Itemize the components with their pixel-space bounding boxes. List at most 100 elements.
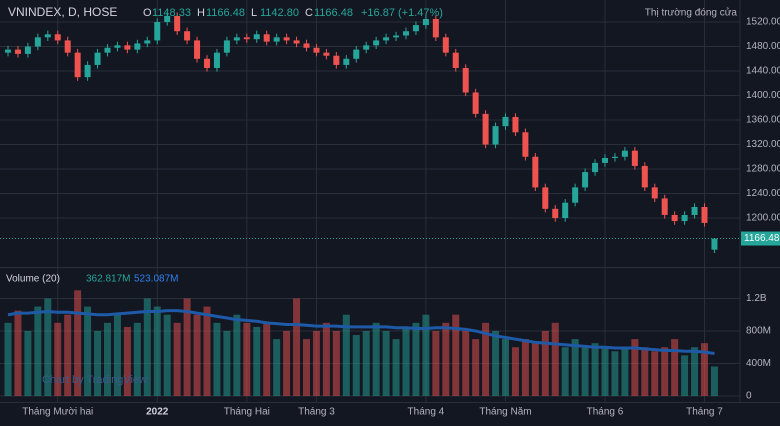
volume-bar [482,322,490,396]
last-price-label: 1166.48 [744,233,780,244]
volume-bar [253,326,261,396]
candle-body [293,40,300,44]
candle-body [611,156,618,158]
candle-body [383,37,390,41]
candle-body [512,116,519,133]
volume-bar [203,306,211,396]
volume-bar [492,330,500,396]
volume-bar [511,347,519,396]
x-tick-label: 2022 [146,407,169,418]
volume-bar [273,339,281,396]
x-tick-label: Tháng 3 [298,407,335,418]
candle-body [432,18,439,38]
candle-body [273,37,280,42]
candle-body [323,52,330,56]
volume-bar [14,310,22,396]
x-tick-label: Tháng Mười hai [22,407,93,418]
volume-bar [382,330,390,396]
y-tick-label: 1280.00 [746,164,780,175]
y-tick-label: 1360.00 [746,115,780,126]
ohlc-key: H [197,7,205,19]
candle-body [204,58,210,68]
candle-body [5,49,11,53]
candle-body [532,156,539,188]
candle-body [363,45,370,50]
y-tick-label: 1440.00 [746,66,780,77]
candle-body [64,40,71,53]
candle-body [661,198,668,215]
volume-bar [183,298,191,396]
volume-bar [94,330,102,396]
candle-body [343,58,350,65]
y-tick-label: 1400.00 [746,90,780,101]
y-tick-label: 1320.00 [746,139,780,150]
volume-bar [681,355,689,396]
last-price-badge [741,231,780,246]
candle-body [482,113,489,145]
candle-body [154,22,161,41]
volume-bar [74,290,82,396]
volume-bar [581,347,589,396]
volume-bar [233,314,241,396]
volume-bar [34,306,42,396]
candle-body [24,46,31,54]
volume-bar [293,298,301,396]
candle-body [562,202,569,219]
volume-bar [352,335,360,396]
candle-body [114,45,121,48]
volume-bar [113,314,121,396]
candle-body [373,40,380,46]
volume-bar [521,339,529,396]
x-tick-label: Tháng 7 [686,407,723,418]
volume-bar [303,339,310,396]
volume-bar [551,322,559,396]
price-change: +16.87 (+1.47%) [361,7,443,19]
volume-bar [263,322,271,396]
x-tick-label: Tháng 6 [587,407,624,418]
x-tick-label: Tháng Hai [224,407,270,418]
volume-bar [591,343,599,396]
candle-body [253,34,260,40]
candle-body [164,15,171,23]
candle-body [313,47,320,53]
volume-bar [452,314,460,396]
candle-body [452,52,459,68]
volume-bar [691,347,699,396]
volume-bar [44,298,52,396]
volume-bar [163,314,171,396]
volume-bar [710,366,718,396]
candle-body [393,35,400,38]
volume-bar [392,339,400,396]
volume-bar [173,322,181,396]
candle-body [711,238,718,250]
candle-body [94,52,101,65]
candle-body [681,214,688,222]
x-tick-label: Tháng 4 [408,407,445,418]
volume-bar [561,347,569,396]
volume-bar [153,306,161,396]
volume-bar [312,330,320,396]
volume-tick-label: 800M [746,326,771,337]
volume-bar [502,339,509,396]
candle-body [74,52,81,78]
candle-body [671,214,678,222]
x-tick-label: Tháng Năm [479,407,531,418]
ohlc-key: O [143,7,152,19]
candle-body [303,43,310,48]
candle-body [144,40,151,44]
volume-bar [462,330,470,396]
volume-bar [541,330,549,396]
volume-bar [701,343,708,396]
candle-body [602,157,608,163]
y-tick-label: 1200.00 [746,213,780,224]
volume-legend-value: 523.087M [134,274,178,285]
candle-body [572,187,579,203]
candle-body [412,25,419,32]
volume-tick-label: 400M [746,358,771,369]
ohlc-key: L [251,7,257,19]
volume-bar [24,330,32,396]
volume-bar [372,322,380,396]
candle-body [44,34,51,38]
candle-body [651,187,658,199]
volume-bar [223,330,231,396]
